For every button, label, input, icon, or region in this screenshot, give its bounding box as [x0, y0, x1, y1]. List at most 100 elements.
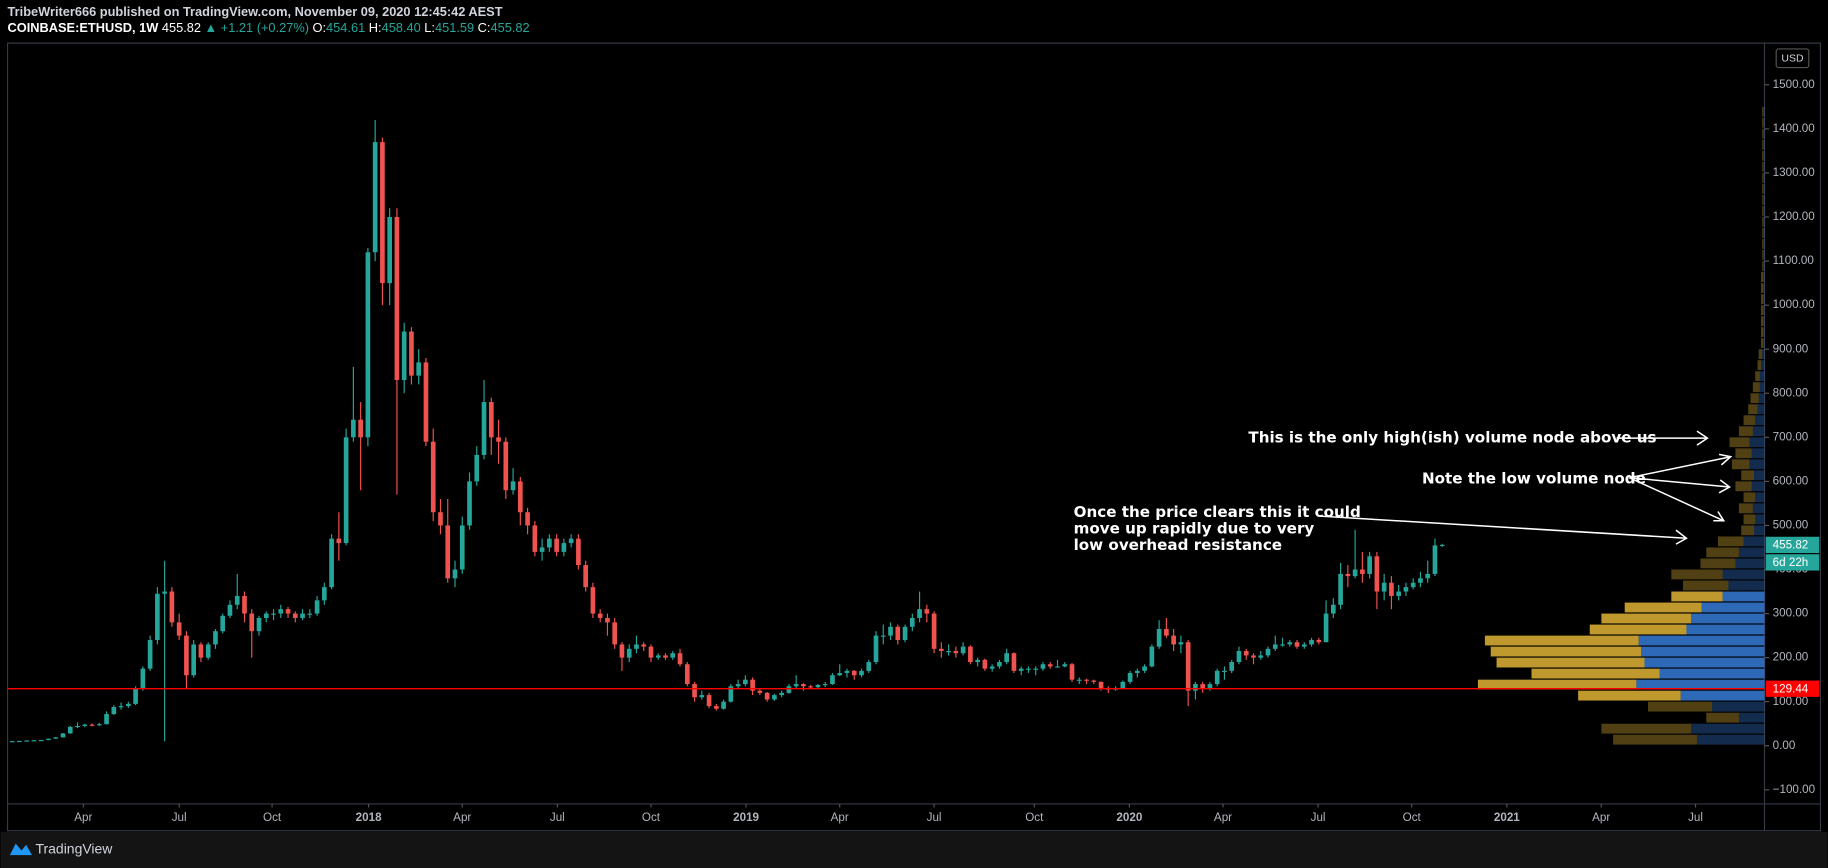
currency-box: [1775, 48, 1810, 69]
candle-body: [263, 613, 269, 618]
profile-down: [1762, 128, 1764, 139]
candle-body: [1142, 666, 1147, 671]
x-tick-label: 2018: [356, 811, 382, 824]
candle-body: [946, 651, 951, 653]
y-tick-label: 900.00: [1773, 342, 1809, 355]
candle-body: [1403, 587, 1409, 592]
profile-down: [1758, 349, 1763, 360]
profile-down: [1762, 161, 1764, 172]
profile-up: [1757, 404, 1765, 415]
candle-body: [1439, 544, 1445, 547]
profile-down: [1762, 139, 1764, 150]
profile-down: [1762, 172, 1764, 183]
candle-body: [851, 670, 857, 676]
candle-body: [184, 635, 189, 676]
candle-body: [147, 640, 153, 669]
candle-body: [648, 646, 654, 658]
profile-up: [1735, 558, 1765, 569]
candle-body: [1040, 664, 1046, 669]
candle-body: [169, 591, 175, 623]
l-value: 451.59: [435, 21, 474, 36]
profile-up: [1751, 448, 1765, 459]
candle-body: [423, 362, 429, 442]
y-tick-label: 1500.00: [1773, 78, 1816, 91]
candle-body: [597, 613, 603, 618]
candle-body: [844, 670, 850, 674]
o-label: O:: [313, 21, 327, 36]
x-tick-label: Jul: [1311, 811, 1326, 824]
candle-body: [931, 613, 937, 649]
candle-body: [220, 615, 226, 632]
profile-up: [1763, 106, 1765, 117]
profile-up: [1754, 525, 1765, 536]
candle-body: [1156, 628, 1162, 647]
currency: USD: [1781, 54, 1804, 65]
profile-up: [1761, 360, 1765, 371]
profile-up: [1755, 514, 1765, 525]
candle-body: [576, 538, 581, 566]
profile-down: [1761, 327, 1764, 338]
profile-down: [1496, 657, 1645, 668]
candle-body: [162, 591, 167, 594]
author-line: TribeWriter666 published on TradingView.…: [8, 4, 503, 19]
x-tick-label: Oct: [1025, 811, 1044, 824]
candle-body: [89, 724, 95, 726]
profile-down: [1671, 569, 1723, 580]
x-tick-label: Apr: [1592, 811, 1610, 824]
candles: [9, 120, 1445, 743]
profile-up: [1738, 547, 1765, 558]
y-tick-label: 200.00: [1773, 651, 1809, 664]
profile-down: [1761, 305, 1764, 315]
profile-up: [1763, 250, 1765, 260]
candle-body: [692, 684, 697, 698]
profile-down: [1738, 426, 1753, 437]
profile-up: [1755, 415, 1765, 426]
profile-up: [1722, 591, 1765, 602]
profile-down: [1706, 547, 1739, 558]
candle-body: [655, 655, 661, 658]
x-tick-label: Apr: [831, 811, 849, 824]
profile-down: [1624, 602, 1702, 613]
profile-down: [1578, 690, 1681, 701]
last-price: 455.82: [162, 21, 201, 36]
candle-body: [1098, 681, 1104, 689]
candle-body: [249, 613, 255, 632]
profile-up: [1763, 338, 1765, 349]
profile-up: [1763, 117, 1765, 128]
profile-up: [1691, 613, 1765, 624]
profile-down: [1484, 635, 1639, 646]
profile-up: [1743, 536, 1765, 547]
annotation: Once the price clears this it could: [1074, 503, 1361, 521]
profile-up: [1763, 239, 1765, 249]
candle-body: [684, 664, 690, 685]
candle-body: [445, 525, 451, 579]
profile-down: [1671, 591, 1723, 602]
y-tick-label: 1300.00: [1773, 166, 1816, 179]
candle-body: [619, 644, 625, 658]
profile-up: [1759, 382, 1765, 393]
candle-body: [1432, 545, 1438, 574]
countdown-box: [1765, 554, 1820, 571]
candle-body: [917, 609, 922, 618]
candle-body: [1214, 670, 1220, 685]
candle-body: [713, 706, 719, 709]
candle-body: [1345, 573, 1351, 577]
profile-down: [1735, 448, 1752, 459]
profile-up: [1638, 635, 1765, 646]
y-tick-label: 0.00: [1773, 739, 1796, 752]
candle-body: [1309, 640, 1314, 645]
profile-down: [1717, 536, 1744, 547]
profile-up: [1763, 205, 1765, 216]
y-tick-label: 1400.00: [1773, 122, 1816, 135]
arrow: [1320, 515, 1688, 545]
l-label: L:: [424, 21, 435, 36]
candle-body: [670, 653, 676, 658]
candle-body: [9, 741, 15, 743]
candle-body: [104, 714, 109, 725]
x-tick-label: Jul: [927, 811, 942, 824]
arrow: [1629, 476, 1731, 494]
profile-down: [1762, 228, 1764, 238]
last-price-box: [1765, 536, 1820, 554]
candle-body: [1367, 556, 1372, 574]
candle-body: [496, 437, 501, 442]
